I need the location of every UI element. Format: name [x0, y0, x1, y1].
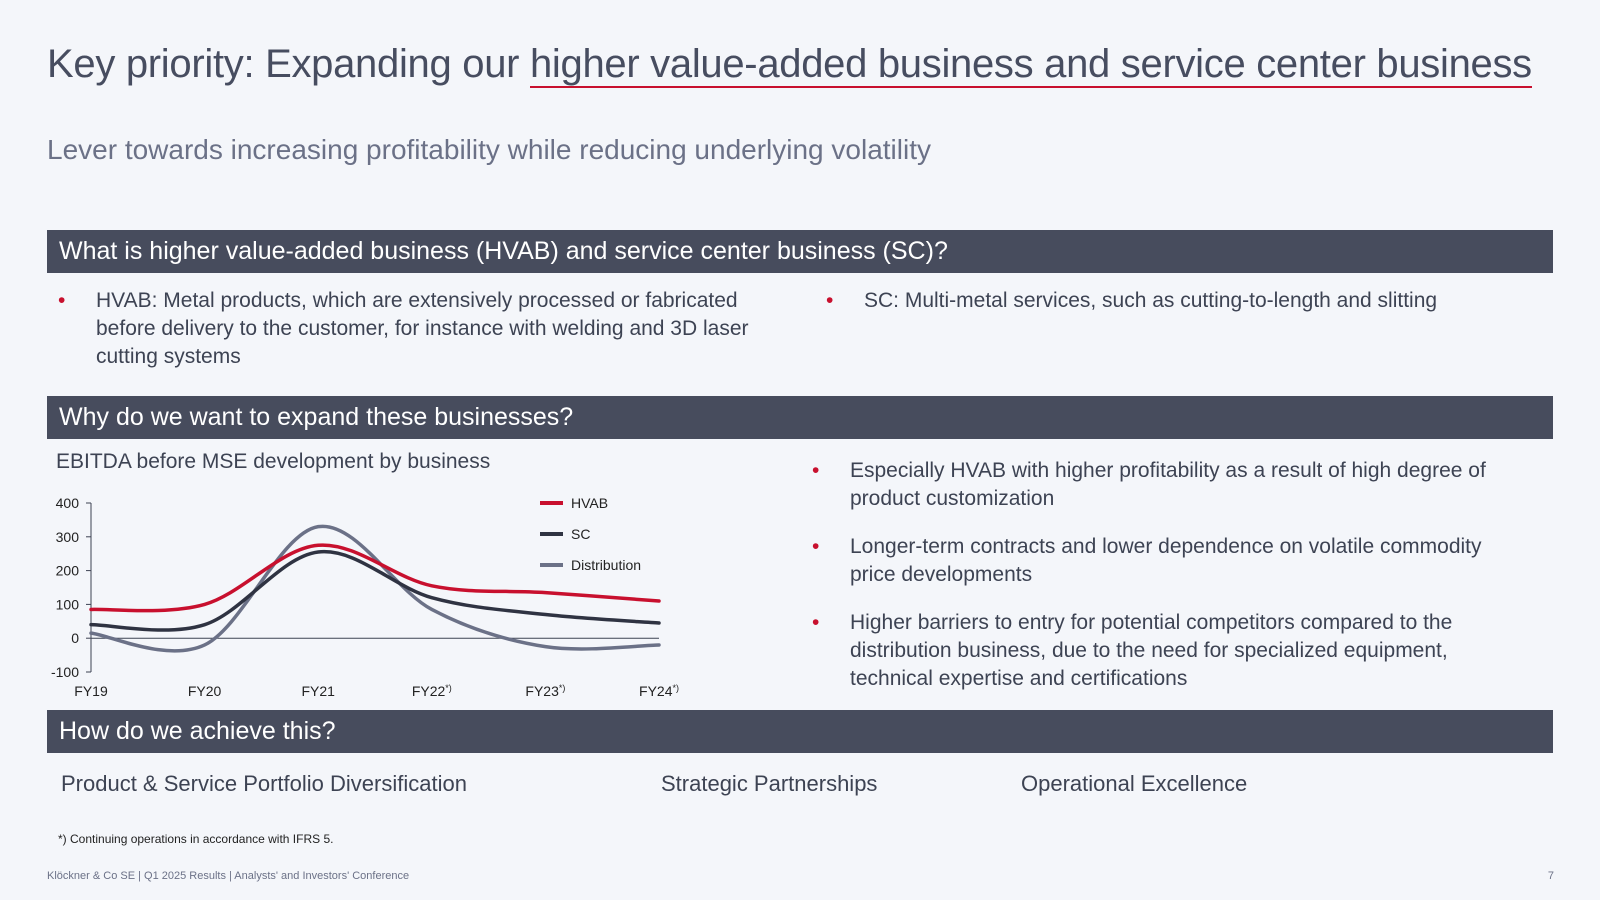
bullet-dot: • [812, 611, 820, 634]
footnote: *) Continuing operations in accordance w… [58, 832, 334, 846]
y-tick-label: 100 [56, 596, 80, 612]
bullet-hvab-definition: • HVAB: Metal products, which are extens… [58, 287, 778, 371]
ebitda-line-chart: 400 300 200 100 0 -100 FY19 FY20 FY21 FY22*) FY23*… [51, 495, 679, 699]
how-item-operational: Operational Excellence [1021, 771, 1248, 796]
x-tick-label: FY22*) [412, 683, 452, 699]
section-heading-why: Why do we want to expand these businesse… [47, 396, 1553, 439]
chart-title: EBITDA before MSE development by busines… [56, 450, 491, 473]
series-line-hvab [89, 543, 661, 613]
x-tick-superscript: *) [672, 683, 679, 693]
bullet-dot: • [58, 289, 66, 312]
section-heading-what: What is higher value-added business (HVA… [47, 230, 1553, 273]
legend-label-sc: SC [571, 526, 590, 542]
legend-label-hvab: HVAB [571, 495, 608, 511]
x-tick-label: FY20 [188, 683, 222, 699]
bullet-sc-definition: • SC: Multi-metal services, such as cutt… [826, 287, 1526, 315]
section-heading-how: How do we achieve this? [47, 710, 1553, 753]
bullet-text: HVAB: Metal products, which are extensiv… [96, 289, 749, 368]
page-title: Key priority: Expanding our higher value… [47, 42, 1532, 88]
x-tick-superscript: *) [559, 683, 566, 693]
bullet-text: SC: Multi-metal services, such as cuttin… [864, 289, 1438, 312]
bullet-text: Especially HVAB with higher profitabilit… [850, 459, 1486, 510]
bullet-text: Higher barriers to entry for potential c… [850, 611, 1453, 690]
y-tick-label: 300 [56, 529, 80, 545]
chart-series [89, 524, 661, 653]
page-subtitle: Lever towards increasing profitability w… [47, 134, 931, 165]
chart-legend: HVAB SC Distribution [540, 495, 641, 573]
footer-text: Klöckner & Co SE | Q1 2025 Results | Ana… [47, 870, 410, 882]
title-highlight: higher value-added business and service … [529, 42, 1532, 88]
how-item-partnerships: Strategic Partnerships [661, 771, 878, 796]
bullet-text: Longer-term contracts and lower dependen… [850, 535, 1482, 586]
legend-label-distribution: Distribution [571, 557, 641, 573]
x-tick-label: FY19 [74, 683, 108, 699]
x-tick-superscript: *) [445, 683, 452, 693]
x-tick-label: FY24*) [639, 683, 679, 699]
y-tick-label: 0 [71, 630, 79, 646]
how-item-portfolio: Product & Service Portfolio Diversificat… [61, 771, 467, 796]
y-tick-label: 400 [56, 495, 80, 511]
y-tick-label: 200 [56, 563, 80, 579]
series-line-sc [89, 550, 661, 632]
bullet-why-2: • Longer-term contracts and lower depend… [812, 533, 1532, 589]
title-prefix: Key priority: Expanding our [47, 42, 530, 86]
series-line-distribution [89, 524, 661, 653]
chart-axes: 400 300 200 100 0 -100 FY19 FY20 FY21 FY22*) FY23*… [51, 495, 679, 699]
x-tick-label: FY21 [301, 683, 335, 699]
bullet-dot: • [812, 459, 820, 482]
bullet-why-3: • Higher barriers to entry for potential… [812, 609, 1532, 693]
bullet-why-1: • Especially HVAB with higher profitabil… [812, 457, 1532, 513]
x-tick-label: FY23*) [525, 683, 565, 699]
bullet-dot: • [812, 535, 820, 558]
y-tick-label: -100 [51, 664, 79, 680]
bullet-dot: • [826, 289, 834, 312]
page-number: 7 [1547, 870, 1554, 882]
